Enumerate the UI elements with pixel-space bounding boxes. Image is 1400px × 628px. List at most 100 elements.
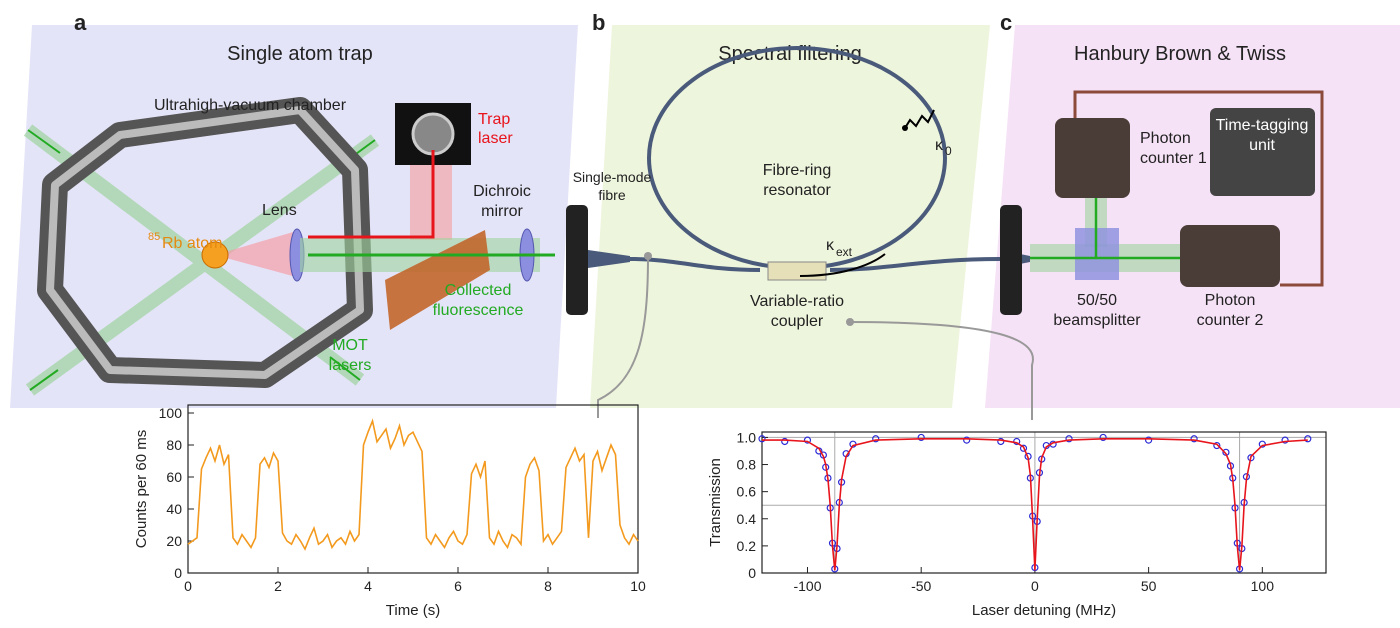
cable	[1073, 90, 1324, 287]
y-tick-label: 0	[748, 565, 756, 581]
panel-b-bg	[590, 25, 990, 408]
label: Rb atom	[162, 235, 222, 252]
label: Trap	[478, 111, 510, 128]
mot-arrows	[27, 129, 376, 391]
data-point	[1190, 435, 1198, 443]
panel-title: Single atom trap	[227, 43, 373, 65]
x-tick-label: -50	[911, 578, 931, 594]
label: ext	[836, 245, 853, 259]
y-tick-label: 1.0	[737, 429, 757, 445]
panel-label: c	[1000, 10, 1012, 35]
x-tick-label: 0	[184, 578, 192, 594]
panel-label: b	[592, 10, 605, 35]
fibre-mount	[566, 205, 588, 315]
x-axis-label: Time (s)	[386, 602, 440, 619]
data-point	[1281, 436, 1289, 444]
pointer-dot	[644, 252, 652, 260]
label: 0	[945, 144, 952, 158]
data-point	[1019, 444, 1028, 452]
label: κ	[826, 237, 835, 254]
y-axis-label: Counts per 60 ms	[133, 430, 150, 548]
data-point	[963, 436, 971, 444]
y-tick-label: 0.2	[737, 538, 757, 554]
x-axis-label: Laser detuning (MHz)	[972, 602, 1116, 619]
panel-label: a	[74, 10, 87, 35]
label: coupler	[771, 313, 824, 330]
label: Fibre-ring	[763, 162, 831, 179]
panel-c-bg	[985, 25, 1400, 408]
x-tick-label: 100	[1251, 578, 1275, 594]
label: laser	[478, 130, 513, 147]
fibre-connector	[588, 250, 630, 268]
label: Ultrahigh-vacuum chamber	[154, 97, 347, 114]
x-tick-label: 6	[454, 578, 462, 594]
data-point	[803, 436, 812, 444]
photon-counter-2	[1180, 225, 1280, 287]
pointer	[849, 321, 1034, 420]
x-tick-label: -100	[793, 578, 821, 594]
kappa-ext-arrow	[799, 253, 886, 277]
data-point	[781, 437, 789, 446]
y-tick-label: 0	[174, 565, 182, 581]
label: Photon	[1140, 130, 1191, 147]
x-tick-label: 8	[544, 578, 552, 594]
label: Lens	[262, 202, 297, 219]
atom	[201, 241, 229, 269]
label: 85	[148, 231, 160, 243]
data-point	[1213, 441, 1221, 450]
label: resonator	[763, 182, 831, 199]
photon-counter-1	[1055, 118, 1130, 198]
label: Single-mode	[573, 169, 652, 185]
y-axis-label: Transmission	[707, 458, 724, 547]
label: counter 2	[1197, 312, 1264, 329]
x-tick-label: 10	[630, 578, 646, 594]
label: κ	[935, 137, 944, 154]
plot-frame	[761, 431, 1327, 574]
x-tick-label: 4	[364, 578, 372, 594]
x-tick-label: 50	[1141, 578, 1157, 594]
data-point	[997, 437, 1005, 446]
data-point	[1247, 454, 1255, 462]
label: beamsplitter	[1053, 312, 1141, 329]
plot-frame	[187, 404, 639, 574]
label: Time-tagging	[1216, 117, 1309, 134]
label: MOT	[332, 337, 368, 354]
pointer	[597, 255, 649, 418]
label: mirror	[481, 203, 523, 220]
data-line	[762, 438, 1308, 571]
vacuum-chamber-highlight	[46, 106, 364, 379]
label: Photon	[1205, 292, 1256, 309]
y-tick-label: 0.6	[737, 484, 757, 500]
x-tick-label: 0	[1031, 578, 1039, 594]
data-point	[758, 435, 766, 443]
label: Collected	[445, 282, 512, 299]
label: Variable-ratio	[750, 293, 844, 310]
trap-laser-path	[308, 150, 435, 239]
kappa0-arrow	[904, 109, 935, 129]
y-tick-label: 100	[159, 405, 183, 421]
data-point	[1099, 433, 1107, 442]
data-point	[1304, 435, 1312, 443]
loss-point	[902, 125, 908, 131]
label: fibre	[598, 187, 625, 203]
label: Dichroic	[473, 183, 531, 200]
y-tick-label: 20	[166, 533, 182, 549]
pointer-dot	[846, 318, 854, 326]
data-point	[1258, 440, 1266, 448]
trap-beam-focus	[215, 230, 300, 278]
y-tick-label: 60	[166, 469, 182, 485]
data-point	[1145, 436, 1153, 444]
x-tick-label: 2	[274, 578, 282, 594]
coupler	[767, 261, 827, 281]
data-line	[187, 418, 639, 551]
y-tick-label: 80	[166, 437, 182, 453]
laser-aperture	[411, 112, 455, 156]
y-tick-label: 0.8	[737, 457, 757, 473]
label: fluorescence	[433, 302, 524, 319]
y-tick-label: 40	[166, 501, 182, 517]
time-tagger	[1210, 108, 1315, 196]
label: unit	[1249, 137, 1275, 154]
panel-title: Hanbury Brown & Twiss	[1074, 43, 1286, 65]
